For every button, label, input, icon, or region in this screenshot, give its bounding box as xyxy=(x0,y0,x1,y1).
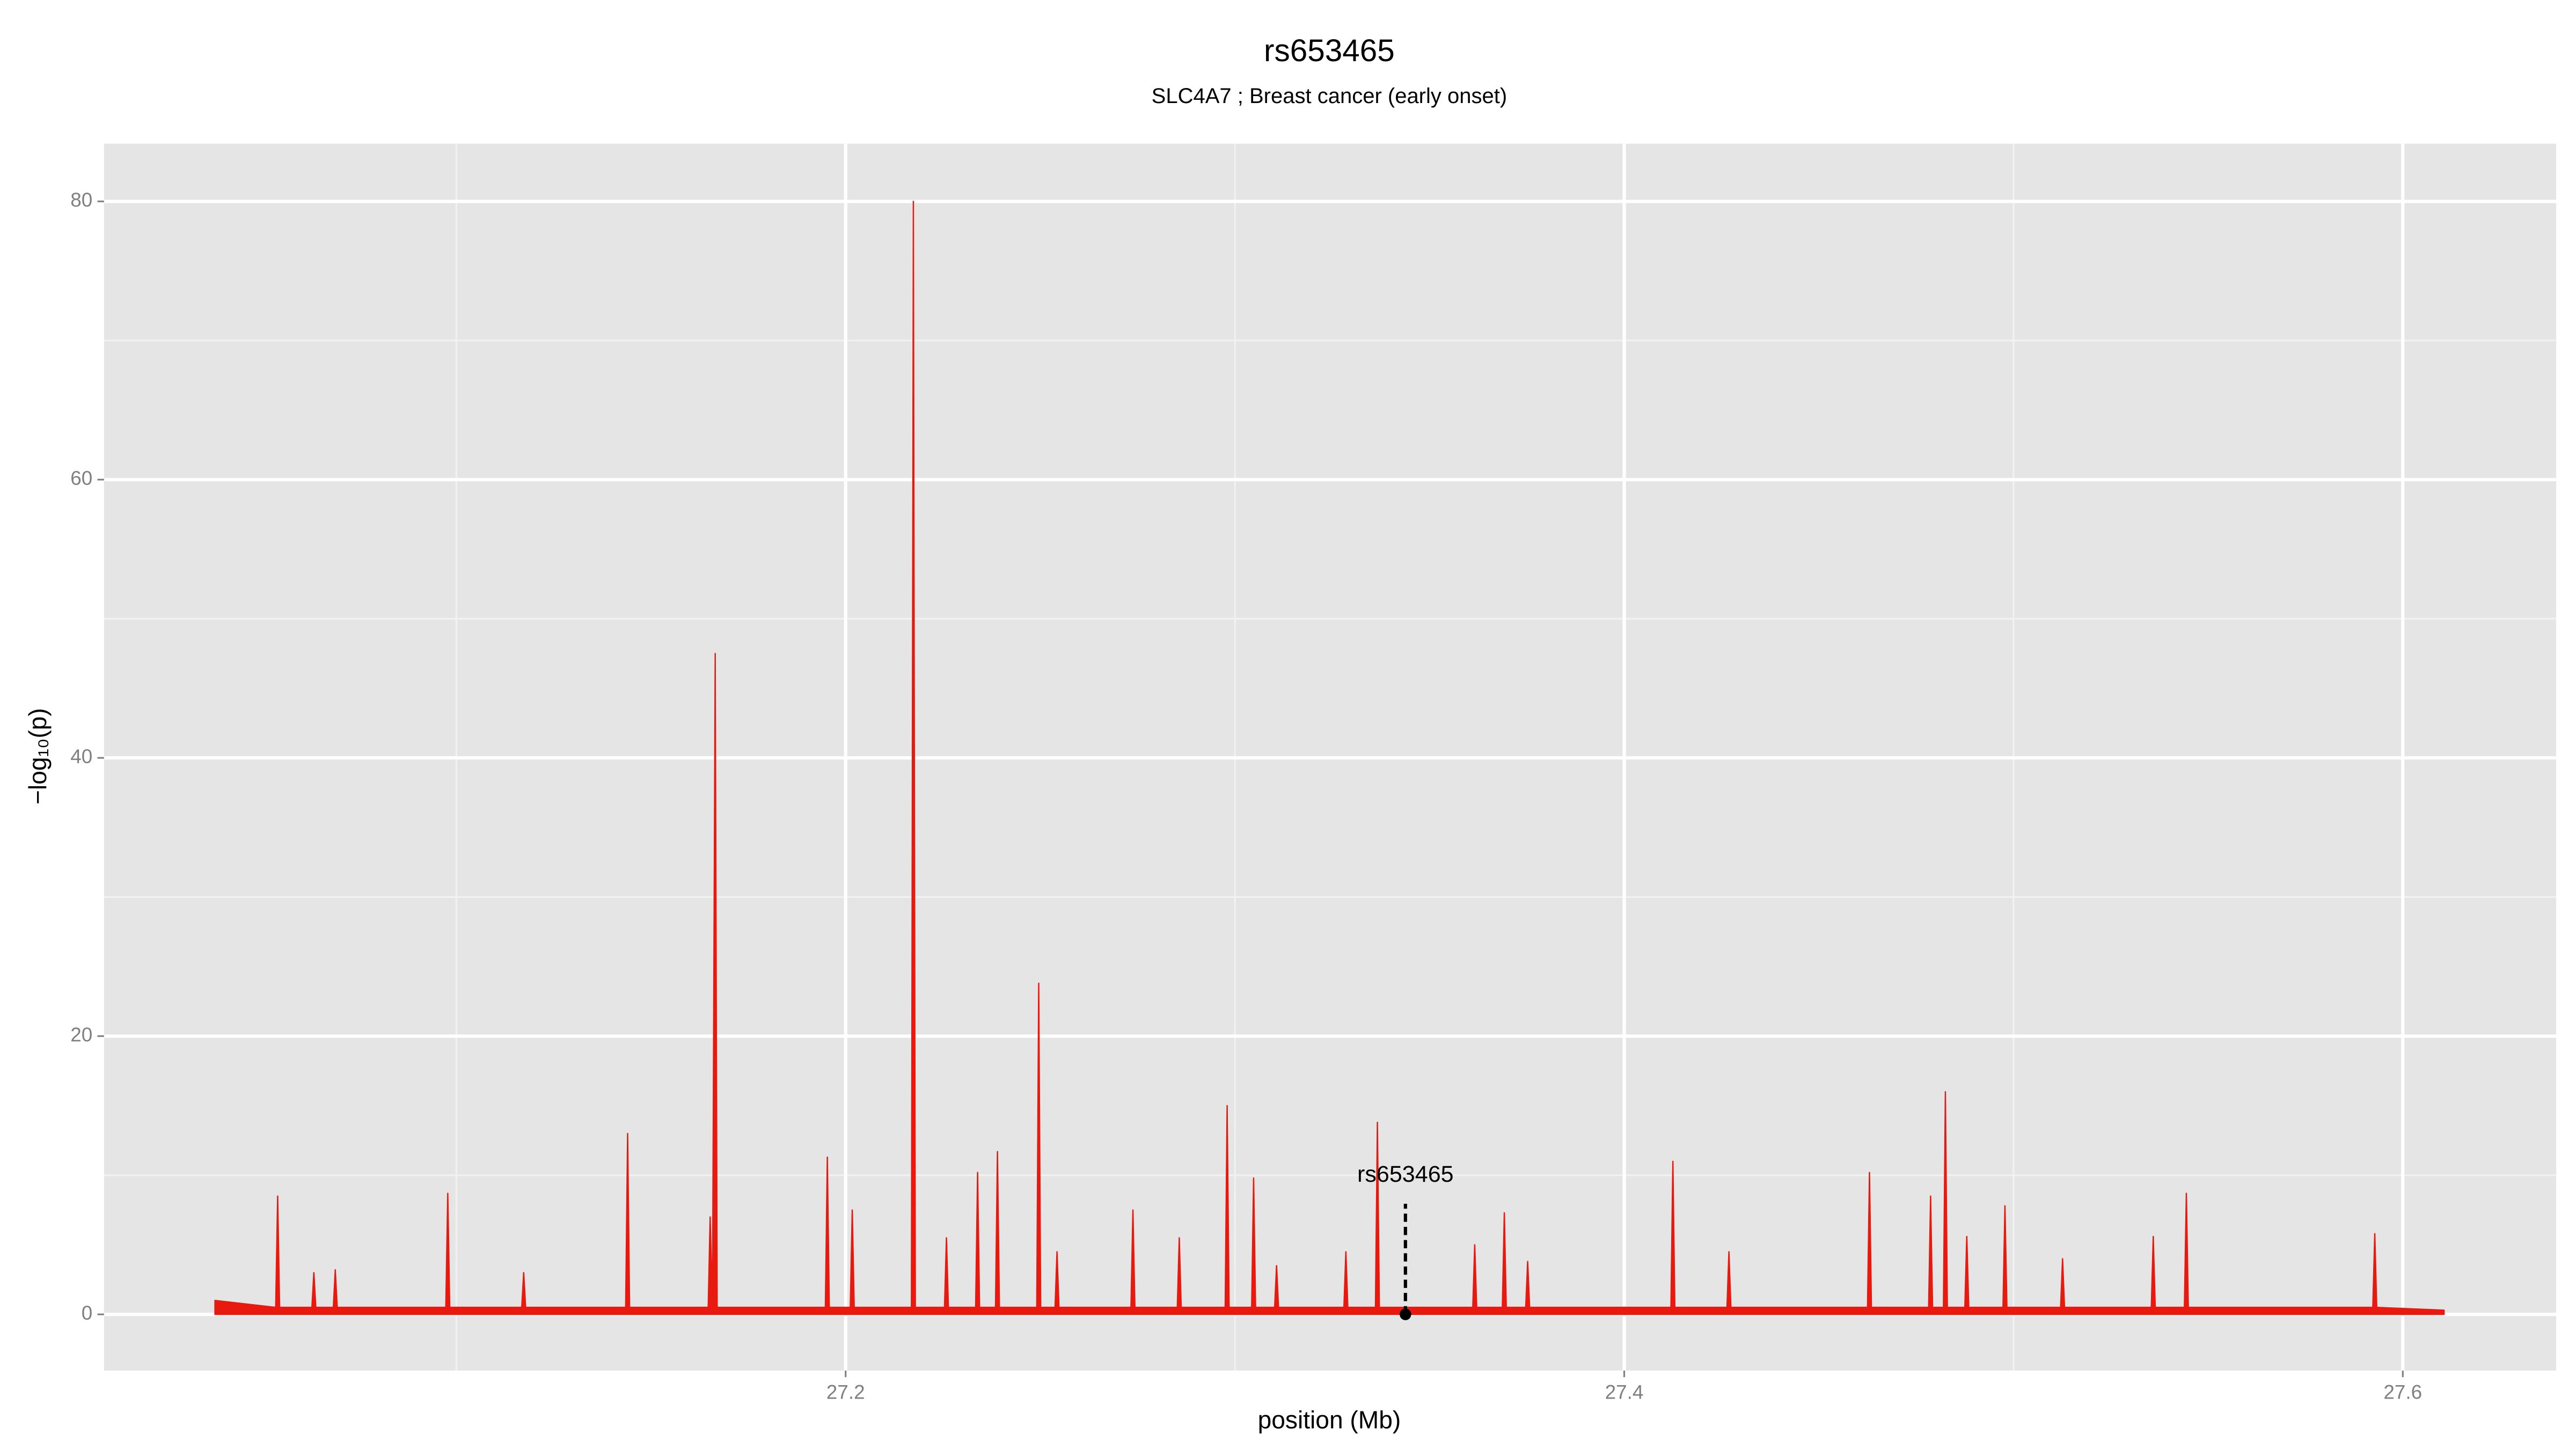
x-axis-label: position (Mb) xyxy=(1258,1406,1401,1433)
chart-subtitle: SLC4A7 ; Breast cancer (early onset) xyxy=(1152,84,1507,108)
x-tick-label: 27.6 xyxy=(2383,1381,2422,1403)
association-area xyxy=(214,201,2445,1315)
y-tick-label: 0 xyxy=(82,1302,93,1324)
annotation-label: rs653465 xyxy=(1357,1161,1454,1187)
y-tick-label: 20 xyxy=(70,1023,92,1045)
chart-title: rs653465 xyxy=(1264,33,1395,68)
annotation-point xyxy=(1400,1308,1411,1320)
y-tick-label: 40 xyxy=(70,745,92,767)
y-tick-label: 80 xyxy=(70,189,92,211)
x-tick-label: 27.2 xyxy=(826,1381,865,1403)
y-tick-label: 60 xyxy=(70,467,92,489)
x-tick-label: 27.4 xyxy=(1605,1381,1644,1403)
y-axis-label: −log₁₀(p) xyxy=(24,708,52,804)
